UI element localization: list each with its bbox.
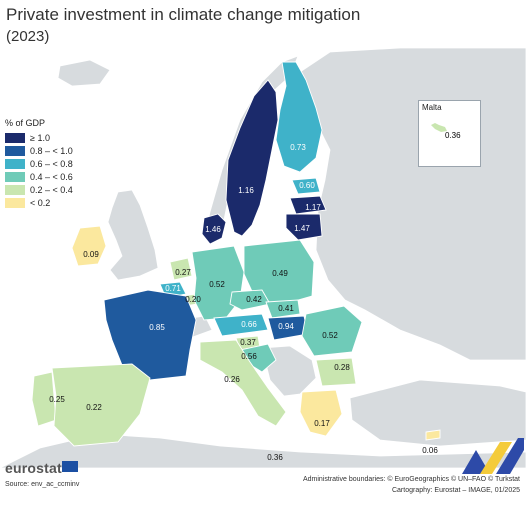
country-portugal <box>31 371 57 427</box>
value-label-estonia: 0.60 <box>299 181 315 190</box>
corner-logo-icon <box>462 438 524 474</box>
country-spain <box>51 363 151 447</box>
country-cyprus <box>425 429 441 441</box>
country-finland <box>275 61 323 173</box>
legend-item: 0.6 – < 0.8 <box>5 157 73 170</box>
value-label-austria: 0.66 <box>241 320 257 329</box>
country-france <box>103 289 197 381</box>
value-label-denmark: 1.46 <box>205 225 221 234</box>
value-label-belgium: 0.71 <box>165 284 181 293</box>
legend-item: < 0.2 <box>5 196 73 209</box>
cartography-credit: Cartography: Eurostat – IMAGE, 01/2025 <box>391 487 520 494</box>
country-estonia <box>291 177 321 195</box>
value-label-hungary: 0.94 <box>278 322 294 331</box>
legend-item: 0.8 – < 1.0 <box>5 144 73 157</box>
value-label-france: 0.85 <box>149 323 165 332</box>
value-label-greece: 0.17 <box>314 419 330 428</box>
inset-title: Malta <box>422 103 442 112</box>
value-label-latvia: 1.17 <box>305 203 321 212</box>
boundaries-credit: Administrative boundaries: © EuroGeograp… <box>302 476 520 483</box>
country-denmark <box>201 213 227 245</box>
country-lithuania <box>285 213 323 241</box>
country-czechia <box>229 289 271 311</box>
country-slovakia <box>265 299 301 319</box>
country-sweden <box>225 79 279 237</box>
value-label-netherlands: 0.27 <box>175 268 191 277</box>
country-romania <box>301 305 363 357</box>
legend-label: 0.2 – < 0.4 <box>30 184 73 195</box>
malta-inset: Malta 0.36 <box>418 100 481 167</box>
value-label-spain: 0.22 <box>86 403 102 412</box>
legend-label: 0.6 – < 0.8 <box>30 158 73 169</box>
value-label-malta: 0.36 <box>267 453 283 462</box>
legend-swatch <box>5 184 25 195</box>
legend-label: ≥ 1.0 <box>30 132 50 143</box>
eurostat-logo: eurostat <box>5 460 62 476</box>
legend: % of GDP ≥ 1.0 0.8 – < 1.0 0.6 – < 0.8 0… <box>5 118 73 209</box>
source-note: Source: env_ac_ccminv <box>5 481 80 488</box>
country-netherlands <box>169 257 193 281</box>
legend-label: 0.4 – < 0.6 <box>30 171 73 182</box>
country-greece <box>299 389 343 437</box>
country-latvia <box>289 195 327 215</box>
page-subtitle: (2023) <box>6 28 50 45</box>
legend-item: 0.4 – < 0.6 <box>5 170 73 183</box>
legend-swatch <box>5 158 25 169</box>
value-label-slovenia: 0.37 <box>240 338 256 347</box>
legend-swatch <box>5 197 25 208</box>
value-label-romania: 0.52 <box>322 331 338 340</box>
page-title: Private investment in climate change mit… <box>6 5 361 24</box>
inset-value: 0.36 <box>445 131 461 140</box>
value-label-bulgaria: 0.28 <box>334 363 350 372</box>
legend-label: < 0.2 <box>30 197 51 208</box>
value-label-lithuania: 1.47 <box>294 224 310 233</box>
legend-item: 0.2 – < 0.4 <box>5 183 73 196</box>
eu-flag-icon <box>62 461 78 472</box>
value-label-finland: 0.73 <box>290 143 306 152</box>
value-label-ireland: 0.09 <box>83 250 99 259</box>
turkey-shape <box>349 379 526 447</box>
value-label-portugal: 0.25 <box>49 395 65 404</box>
value-label-italy: 0.26 <box>224 375 240 384</box>
legend-label: 0.8 – < 1.0 <box>30 145 73 156</box>
legend-swatch <box>5 171 25 182</box>
value-label-cyprus: 0.06 <box>422 446 438 455</box>
iceland-shape <box>57 59 111 87</box>
value-label-poland: 0.49 <box>272 269 288 278</box>
value-label-czechia: 0.42 <box>246 295 262 304</box>
legend-swatch <box>5 145 25 156</box>
country-bulgaria <box>315 357 357 387</box>
value-label-luxembourg: 0.20 <box>185 295 201 304</box>
country-austria <box>213 313 269 337</box>
value-label-germany: 0.52 <box>209 280 225 289</box>
value-label-sweden: 1.16 <box>238 186 254 195</box>
legend-title: % of GDP <box>5 118 46 128</box>
uk-shape <box>107 189 159 281</box>
legend-item: ≥ 1.0 <box>5 131 73 144</box>
value-label-croatia: 0.56 <box>241 352 257 361</box>
country-ireland <box>71 225 107 267</box>
malta-shape <box>431 123 447 132</box>
legend-swatch <box>5 132 25 143</box>
country-italy <box>199 339 287 427</box>
value-label-slovakia: 0.41 <box>278 304 294 313</box>
